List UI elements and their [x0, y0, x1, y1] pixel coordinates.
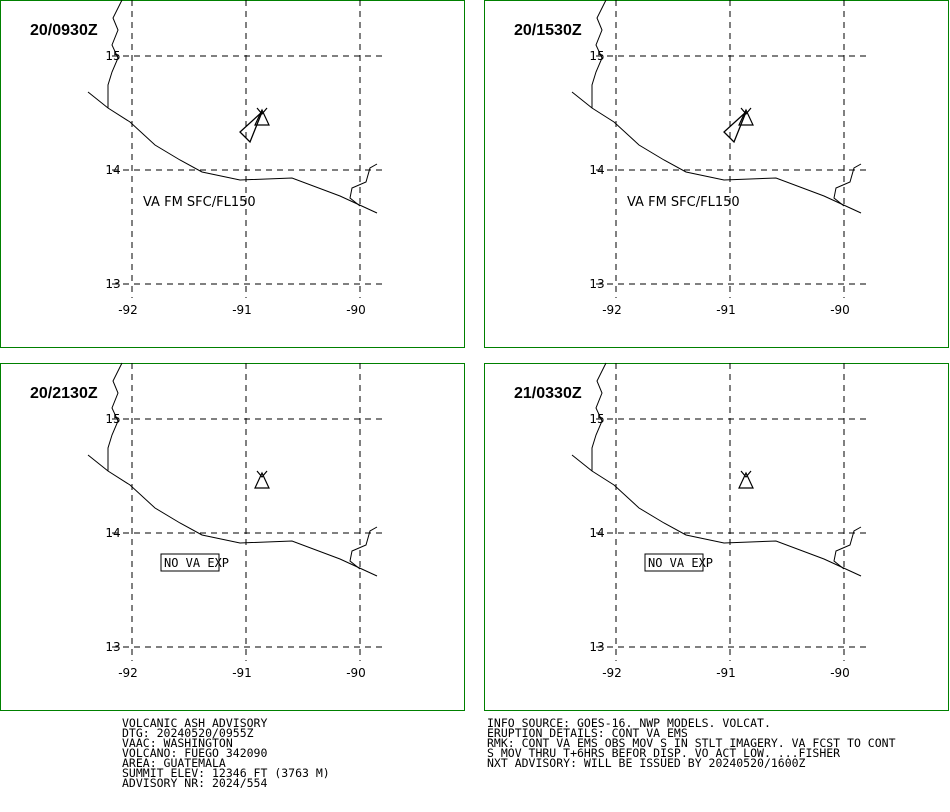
- lat-label: 14: [105, 526, 120, 540]
- advisory-line: RMK: CONT VA EMS OBS MOV S IN STLT IMAGE…: [487, 736, 896, 750]
- lon-label: -91: [716, 666, 736, 680]
- coastline: [591, 362, 607, 471]
- lat-label: 15: [105, 49, 120, 63]
- lat-label: 14: [105, 163, 120, 177]
- panel-border: [0, 363, 465, 711]
- valid-time: 21/0330Z: [514, 385, 582, 402]
- lat-label: 14: [589, 526, 604, 540]
- volcano-symbol: [738, 470, 754, 489]
- coastline: [107, 0, 123, 108]
- ash-label: VA FM SFC/FL150: [627, 195, 740, 210]
- map-panel: 15 14 13 -92 -91 -90 20/0930Z VA FM SFC/FL150: [0, 0, 465, 348]
- lon-label: -92: [118, 666, 138, 680]
- lon-label: -92: [602, 666, 622, 680]
- annotation-box: [160, 553, 220, 572]
- annotation: NO VA EXP: [648, 556, 713, 570]
- valid-time: 20/1530Z: [514, 22, 582, 39]
- lat-label: 15: [589, 412, 604, 426]
- advisory-line: VOLCANIC ASH ADVISORY: [122, 716, 267, 730]
- advisory-line: ADVISORY NR: 2024/554: [122, 776, 267, 790]
- lon-label: -90: [830, 303, 850, 317]
- coastline: [87, 454, 378, 577]
- coastline: [591, 0, 607, 108]
- coastline: [833, 163, 862, 207]
- coastline: [349, 526, 378, 570]
- lat-label: 15: [589, 49, 604, 63]
- lon-label: -91: [716, 303, 736, 317]
- advisory-line: VOLCANO: FUEGO 342090: [122, 746, 267, 760]
- advisory-line: SUMMIT ELEV: 12346 FT (3763 M): [122, 766, 330, 780]
- lon-label: -91: [232, 666, 252, 680]
- panel-border: [484, 363, 949, 711]
- coastline: [87, 91, 378, 214]
- advisory-line: AREA: GUATEMALA: [122, 756, 226, 770]
- advisory-line: INFO SOURCE: GOES-16. NWP MODELS. VOLCAT…: [487, 716, 771, 730]
- lat-label: 13: [105, 277, 120, 291]
- lon-label: -92: [118, 303, 138, 317]
- annotation-box: [644, 553, 704, 572]
- map-panel: 15 14 13 -92 -91 -90 20/1530Z VA FM SFC/FL150: [484, 0, 949, 348]
- lat-label: 14: [589, 163, 604, 177]
- advisory-line: VAAC: WASHINGTON: [122, 736, 233, 750]
- map-panel: 15 14 13 -92 -91 -90 20/2130Z NO VA EXP: [0, 362, 465, 711]
- coastline: [107, 362, 123, 471]
- valid-time: 20/2130Z: [30, 385, 98, 402]
- advisory-line: S MOV THRU T+6HRS BEFOR DISP. VO ACT LOW…: [487, 746, 840, 760]
- lat-label: 15: [105, 412, 120, 426]
- volcano-symbol: [254, 470, 270, 489]
- coastline: [571, 91, 862, 214]
- lon-label: -91: [232, 303, 252, 317]
- map-panel: 15 14 13 -92 -91 -90 21/0330Z NO VA EXP: [484, 362, 949, 711]
- coastline: [833, 526, 862, 570]
- valid-time: 20/0930Z: [30, 22, 98, 39]
- annotation: NO VA EXP: [164, 556, 229, 570]
- panel-border: [0, 0, 465, 348]
- advisory-line: ERUPTION DETAILS: CONT VA EMS: [487, 726, 688, 740]
- volcano-symbol: [254, 107, 270, 126]
- lon-label: -92: [602, 303, 622, 317]
- ash-area: [723, 111, 747, 144]
- panel-border: [484, 0, 949, 348]
- lat-label: 13: [589, 277, 604, 291]
- ash-label: VA FM SFC/FL150: [143, 195, 256, 210]
- lon-label: -90: [346, 303, 366, 317]
- lat-label: 13: [589, 640, 604, 654]
- volcano-symbol: [738, 107, 754, 126]
- lat-label: 13: [105, 640, 120, 654]
- ash-area: [239, 111, 263, 144]
- advisory-line: NXT ADVISORY: WILL BE ISSUED BY 20240520…: [487, 756, 806, 770]
- coastline: [349, 163, 378, 207]
- advisory-line: DTG: 20240520/0955Z: [122, 726, 254, 740]
- lon-label: -90: [346, 666, 366, 680]
- lon-label: -90: [830, 666, 850, 680]
- coastline: [571, 454, 862, 577]
